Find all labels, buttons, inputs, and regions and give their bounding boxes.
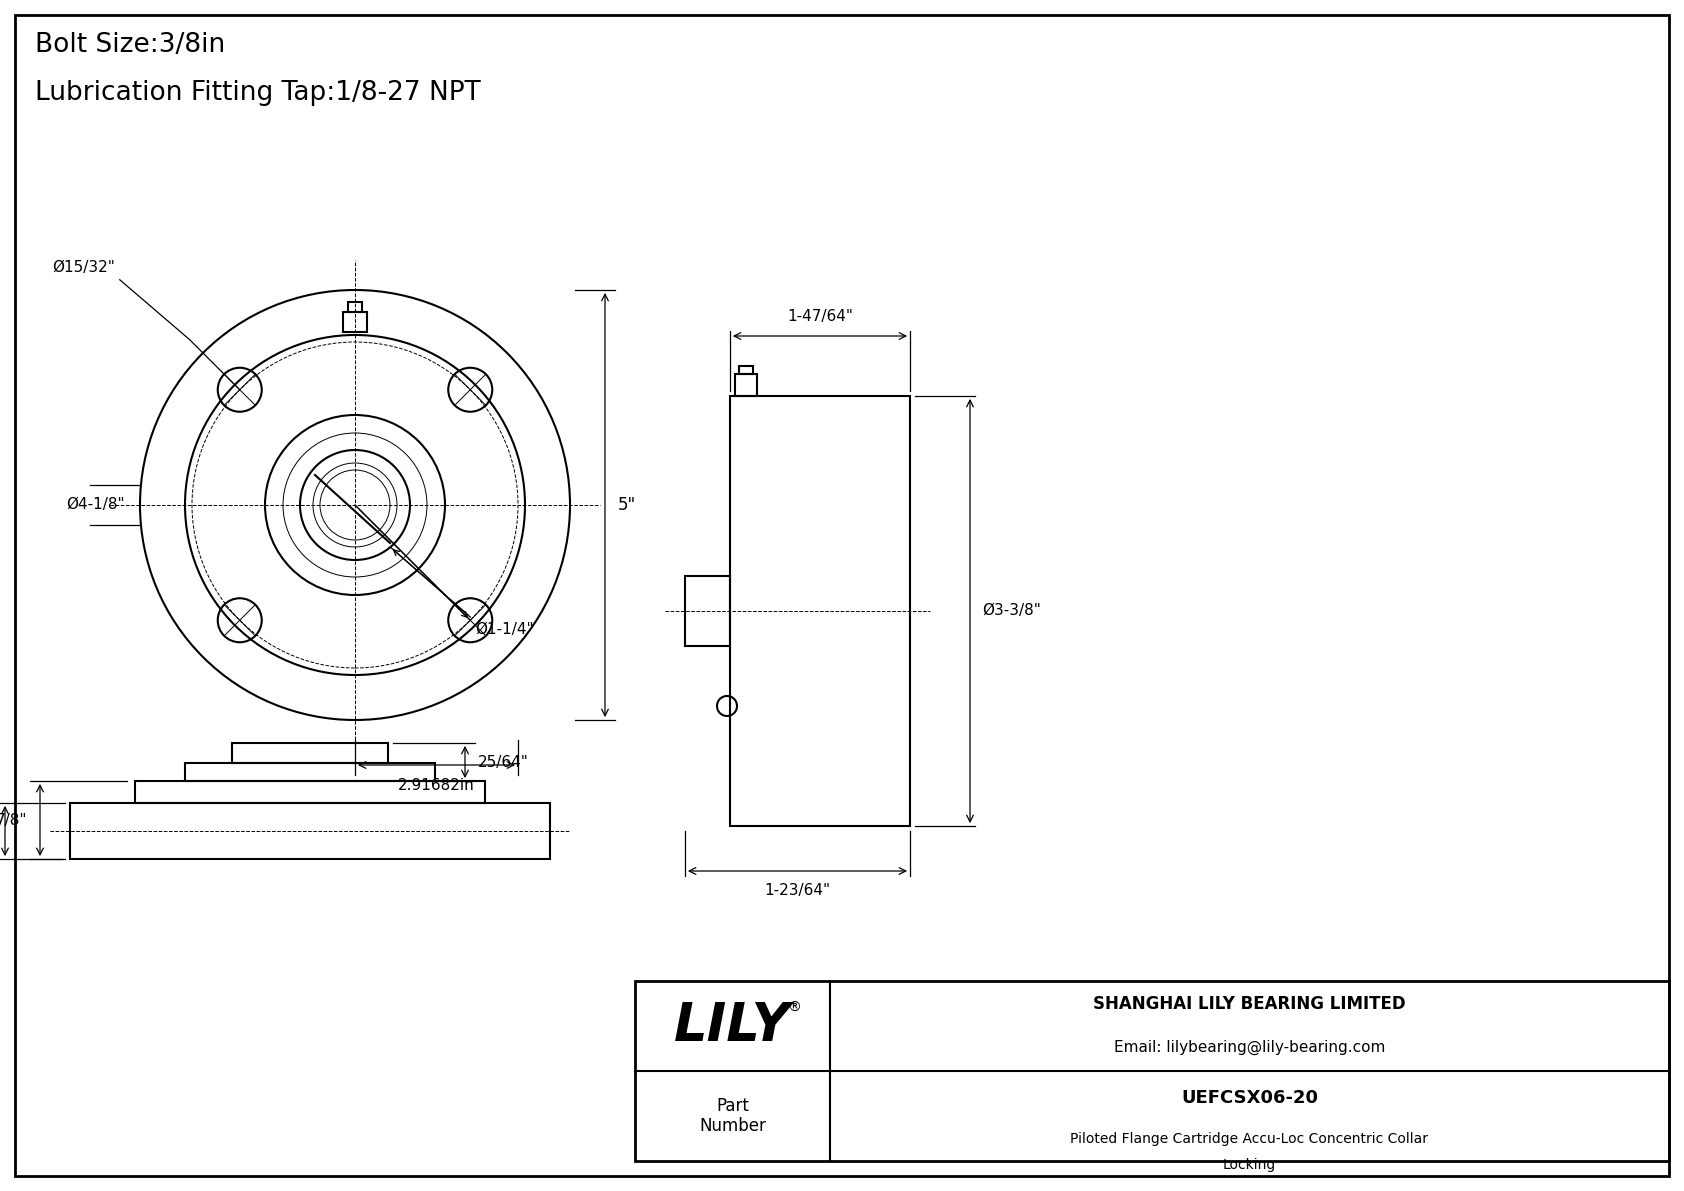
- Text: Ø15/32": Ø15/32": [52, 260, 115, 275]
- Text: Lubrication Fitting Tap:1/8-27 NPT: Lubrication Fitting Tap:1/8-27 NPT: [35, 80, 480, 106]
- Bar: [635, 981, 1669, 1161]
- Bar: [185, 763, 434, 781]
- Bar: [739, 366, 753, 374]
- Text: Piloted Flange Cartridge Accu-Loc Concentric Collar: Piloted Flange Cartridge Accu-Loc Concen…: [1071, 1133, 1428, 1147]
- Text: 1-23/64": 1-23/64": [765, 883, 830, 898]
- Text: Bolt Size:3/8in: Bolt Size:3/8in: [35, 32, 226, 58]
- Text: ®: ®: [788, 1000, 802, 1015]
- Bar: [729, 395, 909, 827]
- Text: UEFCSX06-20: UEFCSX06-20: [1180, 1089, 1319, 1106]
- Bar: [344, 312, 367, 332]
- Bar: [135, 781, 485, 803]
- Text: 5": 5": [618, 495, 637, 515]
- Bar: [232, 743, 387, 763]
- Bar: [685, 576, 729, 646]
- Text: SHANGHAI LILY BEARING LIMITED: SHANGHAI LILY BEARING LIMITED: [1093, 996, 1406, 1014]
- Text: 2.91682in: 2.91682in: [397, 778, 475, 793]
- Text: Ø4-1/8": Ø4-1/8": [66, 498, 125, 512]
- Bar: [349, 303, 362, 312]
- Text: Ø3-3/8": Ø3-3/8": [982, 604, 1041, 618]
- Text: LILY: LILY: [674, 1000, 791, 1052]
- Text: 7/8": 7/8": [0, 812, 27, 828]
- Text: Email: lilybearing@lily-bearing.com: Email: lilybearing@lily-bearing.com: [1113, 1040, 1386, 1055]
- Text: 25/64": 25/64": [478, 755, 529, 769]
- Bar: [734, 374, 758, 395]
- Text: Part
Number: Part Number: [699, 1097, 766, 1135]
- Text: Ø1-1/4": Ø1-1/4": [475, 622, 534, 637]
- Bar: [71, 803, 551, 859]
- Text: 1-47/64": 1-47/64": [786, 308, 854, 324]
- Text: Locking: Locking: [1223, 1158, 1276, 1172]
